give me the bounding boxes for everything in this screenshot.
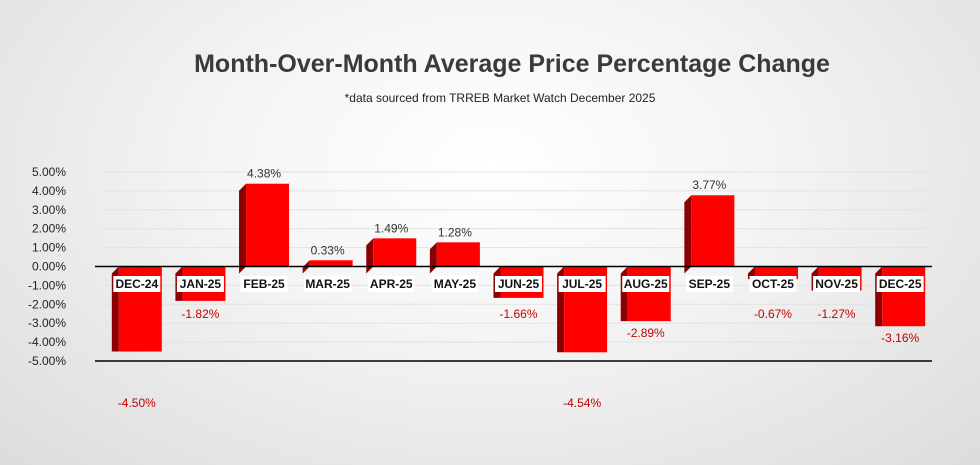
bar-side bbox=[239, 183, 247, 274]
category-label-text: MAR-25 bbox=[305, 277, 350, 291]
category-label-jul-25: JUL-25 bbox=[558, 276, 606, 292]
bar-side bbox=[875, 266, 883, 327]
category-label-bg bbox=[813, 276, 861, 292]
category-label-bg bbox=[431, 276, 479, 292]
category-label-bg bbox=[622, 276, 670, 292]
bar-front bbox=[436, 242, 480, 267]
category-label-bg bbox=[240, 276, 288, 292]
category-label-text: FEB-25 bbox=[243, 277, 285, 291]
category-label-text: DEC-25 bbox=[879, 277, 922, 291]
y-tick-label: 3.00% bbox=[32, 203, 66, 217]
chart-title: Month-Over-Month Average Price Percentag… bbox=[194, 50, 830, 78]
bar-front bbox=[627, 266, 671, 322]
category-label-bg bbox=[749, 276, 797, 292]
data-label: -3.16% bbox=[881, 331, 919, 345]
axes bbox=[95, 265, 932, 362]
bar-oct-25 bbox=[747, 266, 798, 280]
bar-front bbox=[373, 238, 417, 267]
category-label-text: JUL-25 bbox=[562, 277, 602, 291]
category-label-mar-25: MAR-25 bbox=[304, 276, 352, 292]
data-label: 1.49% bbox=[374, 221, 408, 235]
bar-may-25 bbox=[429, 242, 480, 274]
y-tick-label: -3.00% bbox=[28, 316, 66, 330]
bar-side bbox=[684, 195, 692, 274]
category-label-feb-25: FEB-25 bbox=[240, 276, 288, 292]
bar-side bbox=[429, 242, 437, 274]
category-label-text: JAN-25 bbox=[180, 277, 222, 291]
data-label: 1.28% bbox=[438, 225, 472, 239]
data-label: -1.27% bbox=[818, 307, 856, 321]
category-label-sep-25: SEP-25 bbox=[685, 276, 733, 292]
y-tick-label: -4.00% bbox=[28, 335, 66, 349]
data-label: -0.67% bbox=[754, 307, 792, 321]
bar-dec-25 bbox=[875, 266, 926, 327]
category-label-oct-25: OCT-25 bbox=[749, 276, 797, 292]
category-label-bg bbox=[367, 276, 415, 292]
category-label-dec-25: DEC-25 bbox=[876, 276, 924, 292]
category-label-apr-25: APR-25 bbox=[367, 276, 415, 292]
category-label-bg bbox=[113, 276, 161, 292]
y-tick-label: 2.00% bbox=[32, 222, 66, 236]
y-tick-label: 4.00% bbox=[32, 184, 66, 198]
category-label-nov-25: NOV-25 bbox=[813, 276, 861, 292]
data-label: 0.33% bbox=[311, 243, 345, 257]
bar-apr-25 bbox=[366, 238, 417, 274]
category-label-dec-24: DEC-24 bbox=[113, 276, 161, 292]
category-label-bg bbox=[176, 276, 224, 292]
data-label: -1.66% bbox=[499, 307, 537, 321]
bar-front bbox=[309, 260, 353, 267]
y-tick-label: -5.00% bbox=[28, 354, 66, 368]
category-label-text: JUN-25 bbox=[498, 277, 540, 291]
data-labels: -4.50% -1.82% 4.38% 0.33% 1.49% 1.28% -1.66% -4… bbox=[118, 167, 920, 410]
data-label: -2.89% bbox=[627, 326, 665, 340]
y-tick-label: 5.00% bbox=[32, 165, 66, 179]
category-label-bg bbox=[304, 276, 352, 292]
bar-front bbox=[754, 266, 798, 280]
data-label: -4.50% bbox=[118, 396, 156, 410]
data-label: 3.77% bbox=[692, 178, 726, 192]
bars bbox=[111, 183, 926, 353]
bar-feb-25 bbox=[239, 183, 290, 274]
category-labels: DEC-24 JAN-25 FEB-25 MAR-25 APR-25 MAY-25 JUN-… bbox=[113, 276, 924, 292]
bar-front bbox=[882, 266, 926, 327]
category-label-text: APR-25 bbox=[370, 277, 413, 291]
bar-aug-25 bbox=[620, 266, 671, 322]
bar-front bbox=[691, 195, 735, 267]
category-label-text: MAY-25 bbox=[434, 277, 477, 291]
y-tick-label: 0.00% bbox=[32, 260, 66, 274]
chart-subtitle: *data sourced from TRREB Market Watch De… bbox=[345, 91, 656, 105]
category-label-bg bbox=[685, 276, 733, 292]
y-tick-label: 1.00% bbox=[32, 241, 66, 255]
category-label-text: NOV-25 bbox=[815, 277, 858, 291]
category-label-bg bbox=[558, 276, 606, 292]
category-label-bg bbox=[495, 276, 542, 292]
bar-side bbox=[620, 266, 628, 322]
category-label-bg bbox=[876, 276, 924, 292]
data-label: -4.54% bbox=[563, 396, 601, 410]
bar-front bbox=[246, 183, 290, 267]
category-label-jun-25: JUN-25 bbox=[495, 276, 542, 292]
category-label-text: AUG-25 bbox=[624, 277, 668, 291]
category-label-text: DEC-24 bbox=[115, 277, 158, 291]
category-label-jan-25: JAN-25 bbox=[176, 276, 224, 292]
y-tick-label: -1.00% bbox=[28, 278, 66, 292]
bar-sep-25 bbox=[684, 195, 735, 274]
category-label-aug-25: AUG-25 bbox=[622, 276, 670, 292]
category-label-text: SEP-25 bbox=[689, 277, 731, 291]
category-label-text: OCT-25 bbox=[752, 277, 794, 291]
data-label: 4.38% bbox=[247, 167, 281, 181]
bar-side bbox=[366, 238, 374, 274]
y-axis-ticks: 5.00% 4.00% 3.00% 2.00% 1.00% 0.00% -1.00% -2.0… bbox=[28, 165, 66, 368]
category-label-may-25: MAY-25 bbox=[431, 276, 479, 292]
y-tick-label: -2.00% bbox=[28, 297, 66, 311]
data-label: -1.82% bbox=[181, 307, 219, 321]
bar-side bbox=[747, 266, 755, 280]
